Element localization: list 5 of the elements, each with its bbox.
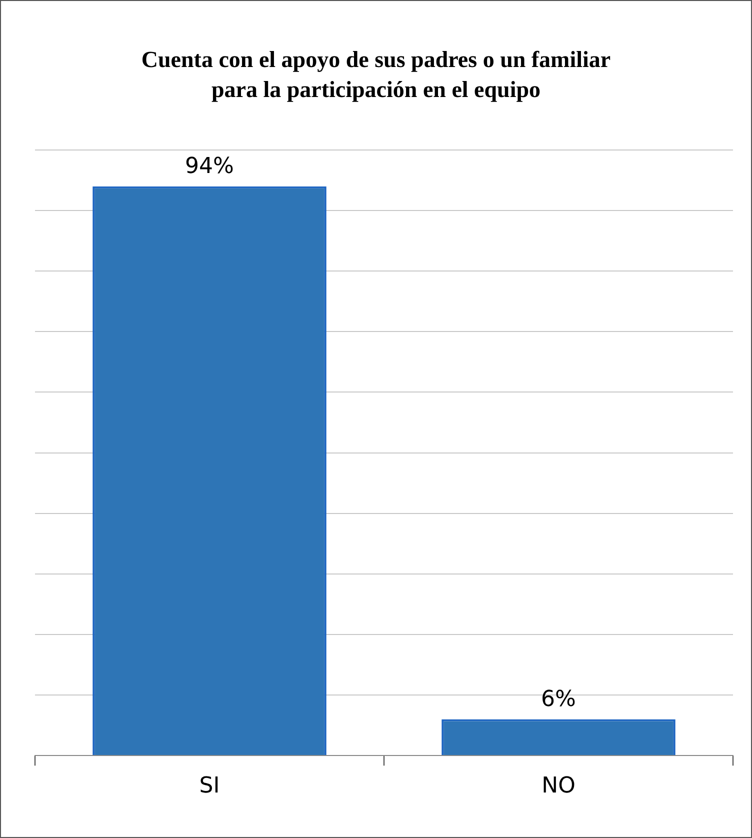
- data-label: 94%: [185, 154, 234, 180]
- chart-title: Cuenta con el apoyo de sus padres o un familiar para la participación en el equipo: [140, 46, 612, 104]
- x-tick-label: SI: [199, 774, 220, 799]
- data-label: 6%: [541, 686, 576, 712]
- x-tick-label: NO: [542, 774, 576, 799]
